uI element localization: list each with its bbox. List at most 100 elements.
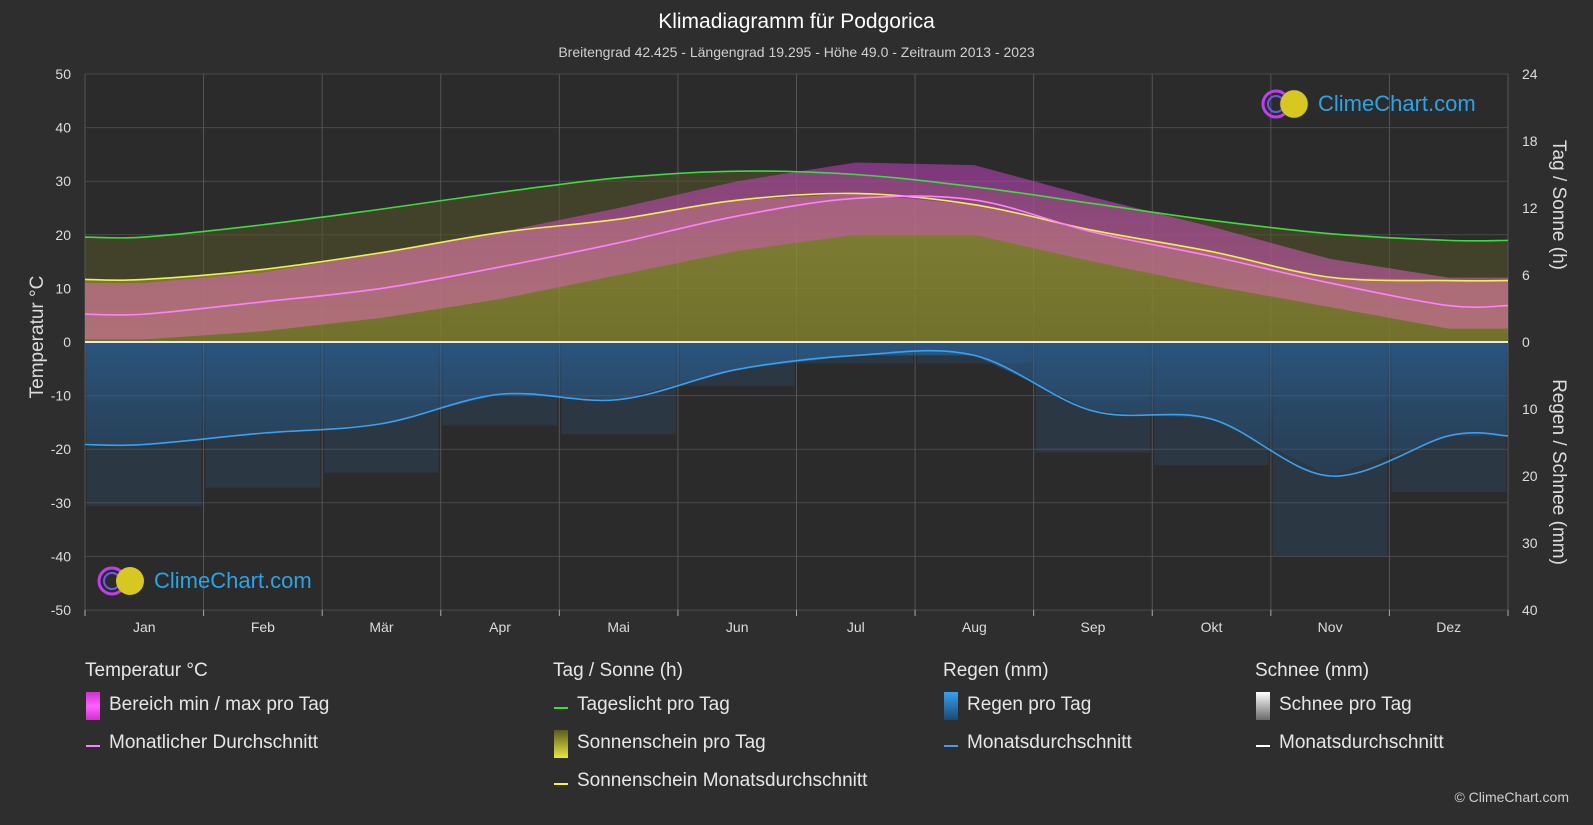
y-tick-left: -20 [51, 441, 71, 457]
legend-label: Schnee pro Tag [1279, 694, 1412, 715]
legend-label: Monatsdurchschnitt [967, 732, 1132, 753]
legend-sunshine-avg: Sonnenschein Monatsdurchschnitt [553, 762, 867, 800]
x-tick-label: Mär [369, 619, 393, 635]
legend-label: Bereich min / max pro Tag [109, 694, 330, 715]
rain-bar [1272, 342, 1388, 557]
y-tick-right: 20 [1522, 468, 1538, 484]
climate-chart: 50 40 30 20 10 0 -10 -20 -30 -40 -50 24 18 12 6 0 10 20 30… [27, 66, 1569, 635]
rain-bar [1154, 342, 1269, 466]
copyright: © ClimeChart.com [1454, 789, 1569, 805]
rain-bar [1035, 342, 1151, 453]
y-axis-right-top-label: Tag / Sonne (h) [1548, 140, 1569, 270]
logo-icon [1261, 89, 1309, 119]
legend-temp-heading: Temperatur °C [85, 660, 208, 681]
chart-areas [85, 162, 1508, 557]
chart-title: Klimadiagramm für Podgorica [658, 10, 935, 33]
y-tick-right: 18 [1522, 133, 1538, 149]
y-tick-left: 30 [55, 173, 71, 189]
logo-top[interactable]: ClimeChart.com [1260, 88, 1476, 120]
snow-swatch [1256, 692, 1270, 720]
y-tick-right: 6 [1522, 267, 1530, 283]
x-tick-label: Jun [726, 619, 749, 635]
rain-bar [1391, 342, 1506, 493]
y-tick-right: 12 [1522, 200, 1538, 216]
y-tick-right: 40 [1522, 602, 1538, 618]
y-tick-left: -40 [51, 548, 71, 564]
x-tick-label: Nov [1318, 619, 1343, 635]
x-tick-label: Dez [1436, 619, 1461, 635]
legend-label: Regen pro Tag [967, 694, 1092, 715]
y-tick-left: 40 [55, 120, 71, 136]
rain-bar [205, 342, 321, 488]
rain-bar [324, 342, 439, 473]
legend: Temperatur °C Bereich min / max pro Tag … [0, 660, 1593, 810]
legend-snow-day: Schnee pro Tag [1255, 686, 1412, 724]
y-tick-left: -30 [51, 495, 71, 511]
y-tick-left: 0 [63, 334, 71, 350]
y-tick-left: 10 [55, 280, 71, 296]
x-tick-label: Apr [489, 619, 511, 635]
legend-snow-avg: Monatsdurchschnitt [1255, 724, 1444, 762]
logo-icon [97, 566, 144, 596]
rain-avg-swatch [944, 745, 958, 747]
rain-area [85, 342, 1508, 476]
x-tick-label: Okt [1201, 619, 1223, 635]
x-tick-label: Aug [962, 619, 987, 635]
rain-bar [917, 342, 1032, 364]
legend-rain-day: Regen pro Tag [943, 686, 1091, 724]
y-tick-right: 0 [1522, 334, 1530, 350]
chart-lines [84, 170, 1509, 477]
rain-bar [87, 342, 202, 507]
temp-range-swatch [86, 692, 100, 720]
y-tick-left: 20 [55, 227, 71, 243]
x-tick-label: Mai [607, 619, 630, 635]
legend-daylight: Tageslicht pro Tag [553, 686, 730, 724]
legend-sun-heading: Tag / Sonne (h) [553, 660, 683, 681]
chart-subtitle: Breitengrad 42.425 - Längengrad 19.295 -… [558, 44, 1035, 60]
temp-avg-line [84, 195, 1509, 316]
legend-sunshine-day: Sonnenschein pro Tag [553, 724, 766, 762]
legend-snow-heading: Schnee (mm) [1255, 660, 1370, 681]
rain-swatch [944, 692, 958, 720]
legend-temperature: Temperatur °C Bereich min / max pro Tag … [85, 660, 329, 762]
y-axis-right-bottom-label: Regen / Schnee (mm) [1548, 379, 1569, 565]
y-tick-right: 10 [1522, 401, 1538, 417]
y-tick-right: 30 [1522, 535, 1538, 551]
x-tick-label: Jan [133, 619, 156, 635]
legend-temp-avg: Monatlicher Durchschnitt [85, 724, 318, 762]
snow-avg-swatch [1256, 745, 1270, 747]
legend-temp-range: Bereich min / max pro Tag [85, 686, 329, 724]
legend-label: Sonnenschein pro Tag [577, 732, 766, 753]
y-tick-left: 50 [55, 66, 71, 82]
x-tick-label: Sep [1080, 619, 1105, 635]
daylight-line [84, 170, 1509, 242]
y-axis-left-label: Temperatur °C [27, 276, 48, 399]
legend-rain-heading: Regen (mm) [943, 660, 1049, 681]
temp-range-area [85, 162, 1508, 340]
temp-avg-swatch [86, 745, 100, 747]
axis-ticks: 50 40 30 20 10 0 -10 -20 -30 -40 -50 24 18 12 6 0 10 20 30… [51, 66, 1538, 635]
logo-text: ClimeChart.com [1318, 91, 1476, 116]
sunshine-avg-swatch [554, 783, 568, 785]
legend-label: Tageslicht pro Tag [577, 694, 730, 715]
y-tick-right: 24 [1522, 66, 1538, 82]
rain-bar [442, 342, 558, 426]
rain-bar [561, 342, 676, 435]
x-tick-label: Feb [251, 619, 275, 635]
logo-bottom[interactable]: ClimeChart.com [96, 565, 312, 597]
legend-label: Monatsdurchschnitt [1279, 732, 1444, 753]
y-tick-left: -50 [51, 602, 71, 618]
legend-rain-avg: Monatsdurchschnitt [943, 724, 1132, 762]
legend-sun: Tag / Sonne (h) Tageslicht pro Tag Sonne… [553, 660, 867, 800]
legend-rain: Regen (mm) Regen pro Tag Monatsdurchschn… [943, 660, 1132, 762]
sunshine-avg-line [84, 192, 1509, 282]
y-tick-left: -10 [51, 388, 71, 404]
x-tick-label: Jul [847, 619, 865, 635]
legend-snow: Schnee (mm) Schnee pro Tag Monatsdurchsc… [1255, 660, 1444, 762]
rain-avg-line [84, 349, 1509, 477]
sunshine-swatch [554, 730, 568, 758]
legend-label: Monatlicher Durchschnitt [109, 732, 319, 753]
legend-label: Sonnenschein Monatsdurchschnitt [577, 770, 868, 791]
daylight-swatch [554, 707, 568, 709]
logo-text: ClimeChart.com [154, 568, 312, 593]
